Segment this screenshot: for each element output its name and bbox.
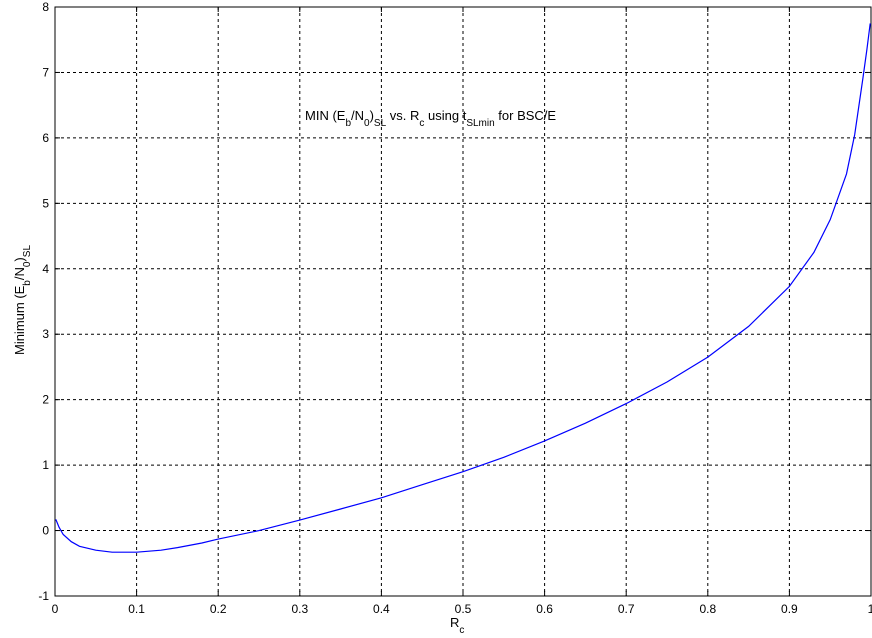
subscript-text: b xyxy=(345,118,351,129)
x-tick-label: 1 xyxy=(868,602,872,616)
y-tick-label: 3 xyxy=(42,327,49,341)
label-text: for BSC/E xyxy=(495,108,557,123)
y-tick-labels: -1 0 1 2 3 4 5 6 7 8 xyxy=(38,0,49,603)
label-text: /N xyxy=(351,108,364,123)
y-axis-label: Minimum (Eb/N0)SL xyxy=(12,245,33,355)
subscript-text: SLmin xyxy=(466,118,494,129)
label-text: using t xyxy=(424,108,466,123)
y-tick-label: 6 xyxy=(42,131,49,145)
label-text: Minimum (E xyxy=(12,285,27,355)
y-tick-label: 4 xyxy=(42,262,49,276)
x-tick-label: 0.3 xyxy=(291,602,308,616)
chart-title: MIN (Eb/N0)SL vs. Rc using tSLmin for BS… xyxy=(305,108,556,129)
y-tick-label: 8 xyxy=(42,0,49,14)
label-text: MIN (E xyxy=(305,108,346,123)
x-tick-label: 0.4 xyxy=(373,602,390,616)
x-tick-label: 0.9 xyxy=(781,602,798,616)
x-tick-label: 0.7 xyxy=(618,602,635,616)
y-tick-label: 7 xyxy=(42,65,49,79)
subscript-text: b xyxy=(22,280,33,286)
tick-marks xyxy=(54,6,872,597)
y-tick-label: 2 xyxy=(42,393,49,407)
y-tick-label: 5 xyxy=(42,196,49,210)
label-text: vs. R xyxy=(386,108,419,123)
subscript-text: c xyxy=(459,625,464,636)
x-tick-label: 0 xyxy=(52,602,59,616)
y-tick-label: 1 xyxy=(42,458,49,472)
x-tick-label: 0.5 xyxy=(455,602,472,616)
label-text: ) xyxy=(370,108,374,123)
x-tick-label: 0.1 xyxy=(128,602,145,616)
x-axis-label: Rc xyxy=(450,615,464,636)
y-tick-label: -1 xyxy=(38,589,49,603)
label-text: /N xyxy=(12,267,27,280)
subscript-text: 0 xyxy=(22,261,33,267)
x-tick-label: 0.2 xyxy=(210,602,227,616)
subscript-text: SL xyxy=(374,118,387,129)
series-line xyxy=(55,23,871,553)
x-tick-labels: 0 0.1 0.2 0.3 0.4 0.5 0.6 0.7 0.8 0.9 1 xyxy=(52,602,872,616)
subscript-text: c xyxy=(419,118,424,129)
label-text: ) xyxy=(12,257,27,261)
label-text: R xyxy=(450,615,459,630)
subscript-text: SL xyxy=(22,245,33,258)
grid xyxy=(55,7,871,596)
series-group xyxy=(55,23,871,553)
subscript-text: 0 xyxy=(364,118,370,129)
x-tick-label: 0.6 xyxy=(536,602,553,616)
x-tick-label: 0.8 xyxy=(699,602,716,616)
y-tick-label: 0 xyxy=(42,524,49,538)
